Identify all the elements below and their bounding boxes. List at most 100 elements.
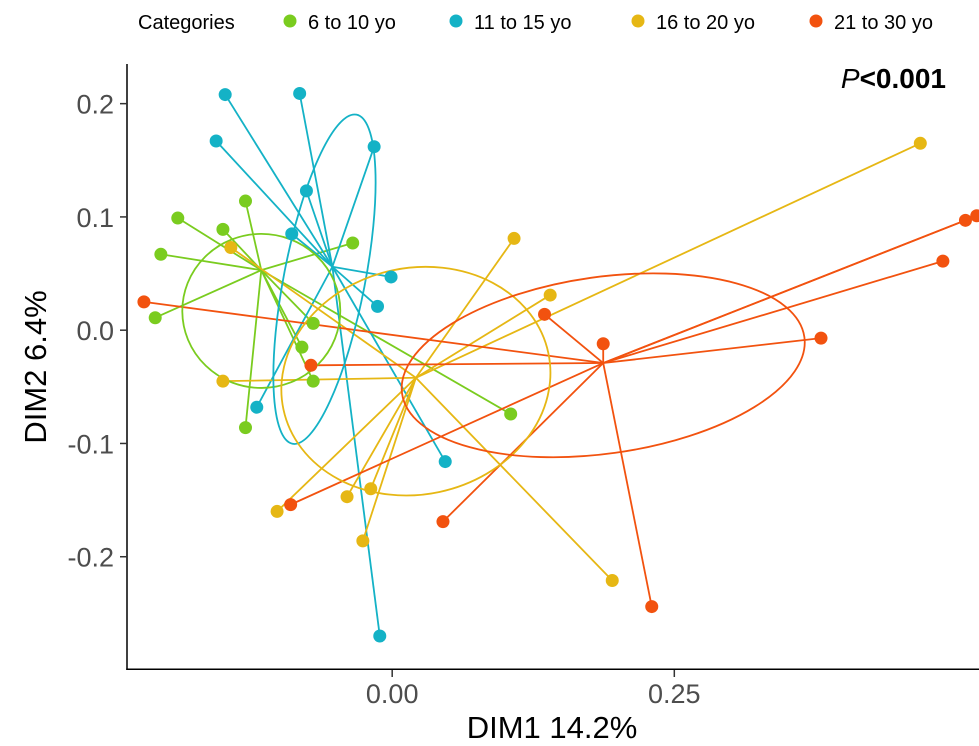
spoke-6-to-10-yo-10: [244, 270, 263, 428]
point-11-to-15-yo-1: [218, 88, 232, 102]
spoke-6-to-10-yo-5: [244, 200, 263, 271]
point-21-to-30-yo-3: [284, 498, 298, 512]
spoke-6-to-10-yo-7: [260, 269, 314, 325]
point-6-to-10-yo-1: [171, 211, 185, 225]
point-16-to-20-yo-10: [605, 574, 619, 588]
spoke-6-to-10-yo-1: [177, 217, 262, 271]
point-16-to-20-yo-1: [913, 136, 927, 150]
point-16-to-20-yo-5: [216, 374, 230, 388]
point-6-to-10-yo-9: [306, 374, 320, 388]
point-11-to-15-yo-10: [438, 455, 452, 469]
point-21-to-30-yo-5: [538, 307, 552, 321]
y-axis-title: DIM2 6.4%: [18, 290, 53, 443]
spoke-6-to-10-yo-2: [160, 253, 262, 272]
point-6-to-10-yo-2: [154, 247, 168, 261]
p-value-italic: P: [841, 63, 860, 94]
x-tick-label: 0.25: [648, 679, 701, 709]
spoke-6-to-10-yo-3: [154, 269, 262, 319]
point-21-to-30-yo-9: [936, 254, 950, 268]
point-6-to-10-yo-7: [306, 316, 320, 330]
y-tick-label: -0.1: [67, 429, 114, 459]
point-21-to-30-yo-8: [814, 331, 828, 345]
spoke-11-to-15-yo-3: [215, 140, 334, 268]
spoke-6-to-10-yo-11: [260, 269, 512, 415]
y-tick-label: 0.0: [76, 316, 114, 346]
y-tick-label: 0.1: [76, 203, 114, 233]
legend: Categories 6 to 10 yo 11 to 15 yo 16 to 20…: [138, 12, 933, 34]
legend-label-21-to-30-yo: 21 to 30 yo: [834, 12, 933, 34]
spoke-6-to-10-yo-6: [261, 242, 353, 272]
spoke-6-to-10-yo-9: [260, 269, 315, 382]
point-11-to-15-yo-3: [209, 134, 223, 148]
point-21-to-30-yo-10: [958, 213, 972, 227]
x-tick-label: 0.00: [366, 679, 419, 709]
spoke-16-to-20-yo-1: [415, 142, 921, 379]
spoke-16-to-20-yo-10: [415, 377, 613, 582]
spoke-21-to-30-yo-11: [602, 214, 978, 364]
point-6-to-10-yo-6: [346, 236, 360, 250]
y-tick-label: 0.2: [76, 90, 114, 120]
legend-label-11-to-15-yo: 11 to 15 yo: [474, 12, 571, 34]
legend-key-16-to-20-yo: [631, 14, 645, 28]
ellipse-21-to-30-yo: [400, 272, 806, 459]
legend-label-6-to-10-yo: 6 to 10 yo: [308, 12, 396, 34]
point-11-to-15-yo-8: [371, 299, 385, 313]
legend-label-16-to-20-yo: 16 to 20 yo: [656, 12, 755, 34]
point-6-to-10-yo-5: [238, 194, 252, 208]
spoke-11-to-15-yo-7: [332, 265, 392, 278]
point-6-to-10-yo-11: [504, 407, 518, 421]
point-16-to-20-yo-7: [340, 490, 354, 504]
point-16-to-20-yo-3: [543, 288, 557, 302]
spoke-21-to-30-yo-2: [310, 362, 604, 367]
spoke-21-to-30-yo-7: [602, 362, 653, 607]
point-16-to-20-yo-2: [507, 231, 521, 245]
ellipse-11-to-15-yo: [272, 113, 377, 445]
plot-area: [137, 86, 979, 643]
legend-key-21-to-30-yo: [809, 14, 823, 28]
spoke-11-to-15-yo-1: [224, 94, 334, 268]
x-axis-title: DIM1 14.2%: [467, 710, 638, 745]
spoke-11-to-15-yo-5: [305, 190, 334, 268]
point-6-to-10-yo-8: [295, 340, 309, 354]
spoke-11-to-15-yo-2: [298, 93, 334, 267]
ellipse-6-to-10-yo: [181, 233, 342, 389]
point-11-to-15-yo-6: [285, 227, 299, 241]
spoke-21-to-30-yo-1: [143, 300, 604, 364]
spoke-11-to-15-yo-4: [331, 146, 375, 268]
point-16-to-20-yo-6: [270, 504, 284, 518]
spoke-16-to-20-yo-7: [346, 377, 417, 498]
point-6-to-10-yo-3: [148, 311, 162, 325]
point-11-to-15-yo-11: [373, 629, 387, 643]
spoke-16-to-20-yo-6: [276, 377, 417, 513]
spoke-16-to-20-yo-2: [415, 237, 515, 379]
point-6-to-10-yo-10: [238, 421, 252, 435]
x-axis-ticks: 0.00 0.25: [366, 670, 701, 709]
legend-key-6-to-10-yo: [283, 14, 297, 28]
point-6-to-10-yo-4: [216, 222, 230, 236]
ellipse-16-to-20-yo: [280, 265, 552, 497]
y-tick-label: -0.2: [67, 543, 114, 573]
point-21-to-30-yo-4: [436, 515, 450, 529]
point-11-to-15-yo-9: [250, 400, 264, 414]
y-axis-ticks: 0.2 0.1 0.0 -0.1 -0.2: [67, 90, 127, 573]
point-16-to-20-yo-9: [364, 482, 378, 496]
point-11-to-15-yo-2: [293, 86, 307, 100]
spoke-21-to-30-yo-8: [603, 337, 822, 364]
point-21-to-30-yo-6: [596, 337, 610, 351]
spoke-21-to-30-yo-9: [602, 260, 944, 364]
spoke-16-to-20-yo-9: [369, 377, 417, 490]
point-16-to-20-yo-4: [224, 240, 238, 254]
spoke-11-to-15-yo-8: [331, 266, 379, 308]
p-value-text: <0.001: [860, 63, 946, 94]
point-11-to-15-yo-5: [299, 184, 313, 198]
point-21-to-30-yo-1: [137, 295, 151, 309]
spoke-16-to-20-yo-4: [230, 246, 417, 379]
spoke-11-to-15-yo-9: [255, 266, 334, 408]
point-11-to-15-yo-4: [367, 140, 381, 154]
spoke-21-to-30-yo-5: [543, 313, 604, 364]
point-21-to-30-yo-11: [970, 209, 979, 223]
point-11-to-15-yo-7: [384, 270, 398, 284]
p-value-annotation: P<0.001: [841, 63, 946, 94]
legend-key-11-to-15-yo: [449, 14, 463, 28]
spoke-11-to-15-yo-6: [291, 233, 333, 268]
